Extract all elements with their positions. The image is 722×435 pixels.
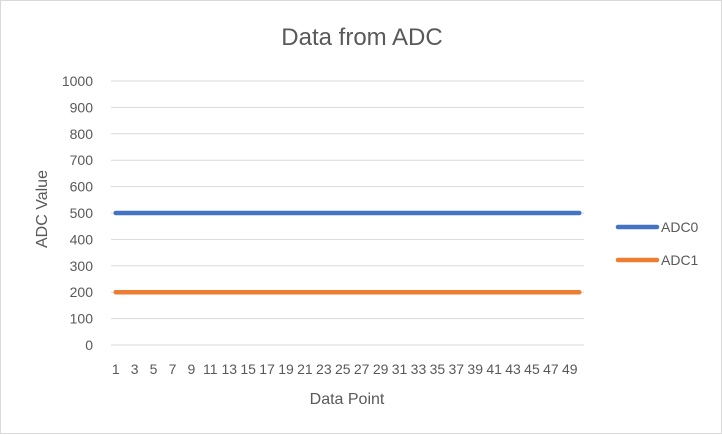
x-tick-label: 49: [562, 361, 578, 377]
y-tick-label: 100: [70, 311, 94, 327]
x-tick-label: 35: [430, 361, 446, 377]
x-tick-label: 9: [188, 361, 196, 377]
x-tick-label: 27: [354, 361, 370, 377]
x-axis-title: Data Point: [310, 391, 385, 408]
y-tick-label: 0: [85, 337, 93, 353]
x-tick-label: 23: [316, 361, 332, 377]
y-tick-label: 900: [70, 99, 94, 115]
y-tick-label: 700: [70, 152, 94, 168]
x-tick-label: 39: [467, 361, 483, 377]
x-tick-label: 47: [543, 361, 559, 377]
x-tick-label: 17: [259, 361, 275, 377]
x-tick-label: 41: [486, 361, 502, 377]
y-tick-label: 400: [70, 231, 94, 247]
x-tick-label: 33: [411, 361, 427, 377]
x-tick-label: 1: [112, 361, 120, 377]
x-tick-label: 5: [150, 361, 158, 377]
legend-label-adc1: ADC1: [661, 252, 699, 268]
y-tick-label: 300: [70, 258, 94, 274]
y-axis-title: ADC Value: [34, 170, 51, 248]
series-points: [116, 213, 580, 292]
x-tick-label: 3: [131, 361, 139, 377]
y-tick-label: 200: [70, 284, 94, 300]
y-tick-label: 500: [70, 205, 94, 221]
x-tick-label: 11: [203, 361, 218, 377]
y-tick-label: 600: [70, 179, 94, 195]
legend-label-adc0: ADC0: [661, 219, 699, 235]
x-tick-label: 43: [505, 361, 521, 377]
x-tick-label: 25: [335, 361, 351, 377]
series-lines: [116, 213, 580, 292]
x-tick-label: 19: [278, 361, 294, 377]
y-tick-label: 1000: [62, 73, 93, 89]
y-tick-labels: 0 100 200 300 400 500 600 700 800 900 1000: [62, 73, 93, 353]
x-tick-label: 13: [221, 361, 237, 377]
x-tick-label: 15: [240, 361, 256, 377]
x-tick-label: 29: [373, 361, 389, 377]
legend: ADC0 ADC1: [618, 219, 699, 268]
chart-title: Data from ADC: [281, 24, 442, 51]
x-tick-label: 37: [449, 361, 465, 377]
x-tick-label: 7: [169, 361, 177, 377]
x-tick-label: 45: [524, 361, 540, 377]
x-tick-label: 21: [297, 361, 313, 377]
x-tick-label: 31: [392, 361, 408, 377]
y-tick-label: 800: [70, 126, 94, 142]
